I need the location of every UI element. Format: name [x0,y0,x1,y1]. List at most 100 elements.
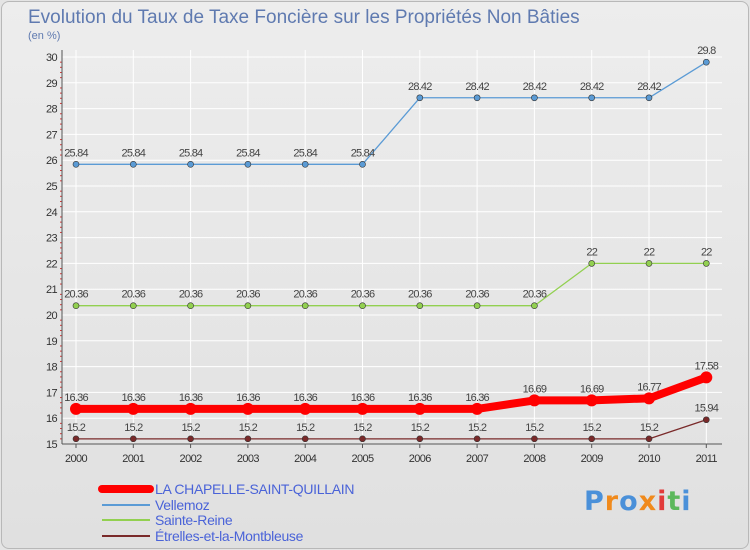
data-label: 20.36 [523,289,547,301]
data-point [356,402,369,415]
data-label: 20.36 [236,289,260,301]
data-point [416,94,424,102]
y-tick-label: 25 [46,181,58,193]
data-point [473,94,481,102]
y-tick-label: 17 [46,387,58,399]
x-tick-label: 2002 [180,453,203,465]
data-label: 20.36 [179,289,203,301]
y-tick-label: 28 [46,104,58,116]
data-label: 20.36 [408,289,432,301]
data-point [244,435,252,443]
data-point [645,435,653,443]
data-label: 25.84 [293,147,317,159]
data-label: 20.36 [122,289,146,301]
data-point [359,161,366,168]
data-label: 15.2 [411,422,430,434]
data-label: 16.77 [637,381,661,393]
data-point [702,58,710,66]
data-point [413,402,426,415]
x-tick-label: 2009 [581,453,604,465]
logo-letter: o [619,486,639,517]
data-point [700,371,713,384]
data-label: 15.2 [239,422,258,434]
data-label: 25.84 [122,147,146,159]
data-point [645,94,653,102]
data-point [645,260,653,267]
x-tick-label: 2008 [523,453,546,465]
data-label: 28.42 [523,81,547,93]
data-label: 22 [701,246,712,258]
data-point [702,416,710,424]
proxiti-logo: Proxiti [584,486,692,517]
x-tick-label: 2004 [294,453,317,465]
data-point [241,402,254,415]
y-tick-label: 18 [46,362,58,374]
data-label: 15.2 [468,422,487,434]
data-label: 15.2 [181,422,200,434]
series-0 [70,371,713,415]
data-label: 25.84 [351,147,375,159]
logo-letter: x [638,486,658,517]
x-tick-label: 2000 [65,453,88,465]
y-tick-label: 22 [46,258,58,270]
data-point [130,302,137,310]
data-label: 20.36 [64,289,88,301]
data-point [187,302,194,310]
data-label: 28.42 [637,81,661,93]
data-point [473,435,481,443]
logo-letter: P [584,486,605,517]
data-point [702,260,710,267]
data-point [643,392,655,405]
data-point [72,161,80,168]
series-line [75,61,707,165]
data-label: 16.69 [523,383,547,395]
data-label: 15.2 [583,422,602,434]
y-tick-label: 16 [46,413,58,425]
x-tick-label: 2003 [237,453,260,465]
data-point [531,435,538,443]
data-label: 16.36 [236,392,260,404]
data-label: 16.69 [580,383,604,395]
data-point [588,435,596,443]
data-point [416,302,424,310]
grid [62,50,722,445]
data-point [588,260,596,267]
data-point [531,94,538,102]
data-label: 29.8 [697,45,716,57]
data-point [301,302,309,310]
legend-label: Vellemoz [155,497,210,513]
data-label: 25.84 [236,147,260,159]
series-layer [70,58,713,443]
data-label: 25.84 [64,147,88,159]
y-axis-unit: (en %) [28,30,60,42]
data-label: 28.42 [408,81,432,93]
series-line [72,373,711,413]
data-point [127,402,140,415]
data-point [187,161,194,168]
legend-label: Étrelles-et-la-Montbleuse [155,528,304,544]
logo-letter: i [681,486,692,517]
data-label: 15.94 [695,403,719,415]
data-point [473,302,481,310]
y-tick-label: 27 [46,129,58,141]
series-line [75,419,707,440]
series-line [75,262,707,307]
x-tick-label: 2005 [351,453,374,465]
data-label: 20.36 [351,289,375,301]
data-label: 22 [644,246,655,258]
y-tick-label: 26 [46,155,58,167]
data-label: 16.36 [465,392,489,404]
data-label: 15.2 [525,422,544,434]
data-point [359,302,366,310]
data-point [72,435,80,443]
data-label: 28.42 [580,81,604,93]
y-tick-label: 21 [46,284,58,296]
data-label: 15.2 [640,422,659,434]
data-point [359,435,366,443]
x-tick-label: 2011 [696,453,718,465]
data-point [184,402,197,415]
data-point [187,435,194,443]
legend-label: LA CHAPELLE-SAINT-QUILLAIN [155,481,354,497]
